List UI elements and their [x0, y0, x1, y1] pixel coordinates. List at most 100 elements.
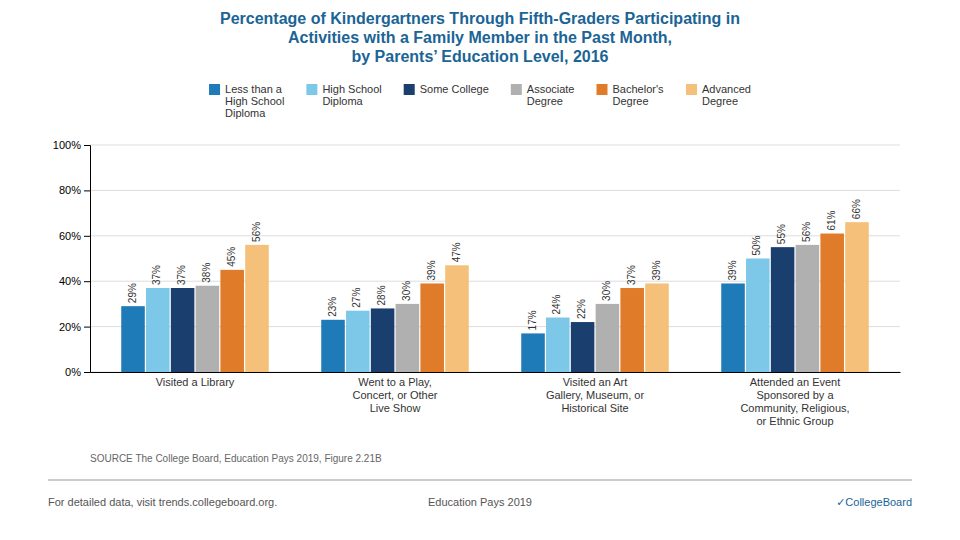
text-line: Degree — [702, 95, 738, 107]
annotations: SOURCE The College Board, Education Pays… — [48, 453, 912, 508]
bar — [820, 234, 844, 372]
data-label: 29% — [127, 283, 138, 303]
data-label: 37% — [151, 265, 162, 285]
data-label: 22% — [576, 299, 587, 319]
text-line: Diploma — [322, 95, 363, 107]
text-line: Went to a Play, — [358, 376, 432, 388]
text-line: Some College — [420, 83, 489, 95]
y-tick-mark — [84, 281, 90, 282]
y-tick-label: 100% — [53, 139, 81, 151]
bar — [146, 288, 170, 372]
bar — [245, 245, 269, 372]
grid-line — [90, 190, 900, 191]
x-tick-label: Visited a Library — [156, 376, 235, 388]
text-line: Visited an Art — [563, 376, 628, 388]
text-line: Historical Site — [561, 402, 628, 414]
legend-swatch — [686, 84, 697, 95]
bar — [746, 259, 770, 373]
text-line: Live Show — [370, 402, 421, 414]
footer-text: For detailed data, visit trends.collegeb… — [48, 496, 277, 508]
y-axis: 0%20%40%60%80%100% — [53, 139, 91, 378]
bar — [371, 308, 395, 372]
bar — [321, 320, 345, 372]
bar — [796, 245, 820, 372]
data-label: 38% — [201, 263, 212, 283]
text-line: or Ethnic Group — [756, 415, 833, 427]
data-labels: 29%23%17%39%37%27%24%50%37%28%22%55%38%3… — [127, 199, 862, 330]
text-line: Attended an Event — [750, 376, 841, 388]
text-line: High School — [225, 95, 284, 107]
text-line: Gallery, Museum, or — [546, 389, 645, 401]
data-label: 61% — [826, 210, 837, 230]
bar — [346, 311, 370, 372]
data-label: 17% — [527, 310, 538, 330]
bar — [396, 304, 420, 372]
bar — [771, 247, 795, 372]
text-line: Community, Religious, — [740, 402, 849, 414]
text-line: Advanced — [702, 83, 751, 95]
legend-item: AdvancedDegree — [686, 83, 751, 107]
grid — [90, 145, 900, 372]
data-label: 24% — [551, 294, 562, 314]
data-label: 39% — [426, 260, 437, 280]
grid-line — [90, 145, 900, 146]
y-tick-mark — [84, 145, 90, 146]
bar — [596, 304, 620, 372]
bars — [121, 222, 869, 372]
bar — [196, 286, 220, 372]
bar — [445, 265, 469, 372]
text-line: Associate — [527, 83, 575, 95]
x-tick: Attended an EventSponsored by aCommunity… — [740, 376, 849, 427]
x-tick-label: Went to a Play,Concert, or OtherLive Sho… — [353, 376, 438, 414]
legend-item: Bachelor'sDegree — [597, 83, 665, 107]
x-axis: Visited a Library Went to a Play,Concert,… — [91, 373, 901, 428]
data-label: 37% — [626, 265, 637, 285]
text-line: Degree — [527, 95, 563, 107]
bar — [171, 288, 195, 372]
legend-label: Bachelor'sDegree — [613, 83, 665, 107]
bar — [571, 322, 595, 372]
legend-swatch — [597, 84, 608, 95]
data-label: 37% — [176, 265, 187, 285]
data-label: 27% — [351, 288, 362, 308]
text-line: Degree — [613, 95, 649, 107]
legend-swatch — [511, 84, 522, 95]
y-axis-line — [84, 146, 91, 373]
x-tick-label: Visited an ArtGallery, Museum, orHistori… — [546, 376, 645, 414]
legend-item: Less than aHigh SchoolDiploma — [209, 83, 284, 119]
y-tick-label: 60% — [59, 230, 81, 242]
footer-rule — [48, 480, 912, 481]
text-line: Sponsored by a — [756, 389, 834, 401]
text-line: Bachelor's — [613, 83, 665, 95]
bar — [845, 222, 869, 372]
data-label: 47% — [451, 242, 462, 262]
bar — [521, 333, 545, 372]
legend-item: High SchoolDiploma — [306, 83, 381, 107]
y-tick: 0% — [65, 366, 90, 378]
y-tick: 80% — [59, 184, 90, 196]
x-tick: Visited a Library — [156, 376, 235, 388]
y-tick: 20% — [59, 321, 90, 333]
legend: Less than aHigh SchoolDiplomaHigh School… — [209, 83, 751, 119]
legend-label: AssociateDegree — [527, 83, 575, 107]
data-label: 30% — [601, 281, 612, 301]
data-label: 66% — [851, 199, 862, 219]
data-label: 50% — [751, 235, 762, 255]
data-label: 55% — [776, 224, 787, 244]
text-line: High School — [322, 83, 381, 95]
legend-item: Some College — [404, 83, 489, 95]
data-label: 28% — [376, 285, 387, 305]
y-tick-mark — [84, 236, 90, 237]
bar — [220, 270, 244, 372]
bar — [645, 283, 669, 372]
text-line: Concert, or Other — [353, 389, 438, 401]
legend-swatch — [209, 84, 220, 95]
data-label: 39% — [651, 260, 662, 280]
data-label: 45% — [226, 247, 237, 267]
y-tick-mark — [84, 372, 90, 373]
bar — [121, 306, 145, 372]
y-tick-mark — [84, 327, 90, 328]
bar — [546, 318, 570, 372]
y-tick: 100% — [53, 139, 90, 151]
y-tick-label: 80% — [59, 184, 81, 196]
